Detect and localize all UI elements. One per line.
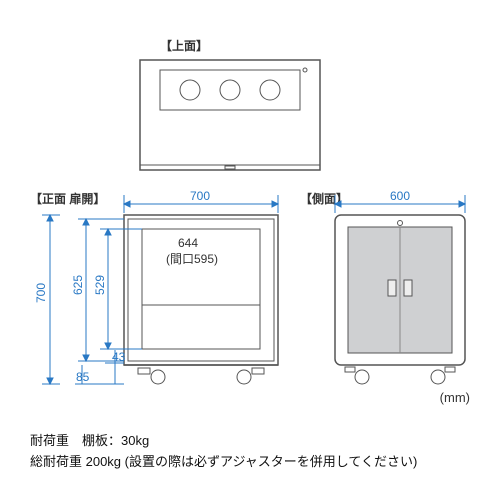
dim-front-height: 700 [34,283,48,303]
top-view-label: 【上面】 [160,38,208,53]
dim-front-width: 700 [190,189,210,203]
dim-inner-open: (間口595) [166,252,218,266]
dim-side-width: 600 [390,189,410,203]
load-line-1: 耐荷重 棚板：30kg [30,430,417,449]
dim-front-h1: 625 [71,275,85,295]
front-view-diagram: 【正面 扉開】 700 700 625 52 [30,185,290,405]
side-view-diagram: 【側面】 600 [300,185,490,405]
dim-base1: 43 [112,350,126,364]
dim-front-h2: 529 [93,275,107,295]
dim-inner-w: 644 [178,236,198,250]
unit-label: (mm) [440,390,470,405]
load-notes: 耐荷重 棚板：30kg 総耐荷重 200kg (設置の際は必ずアジャスターを併用… [30,428,417,470]
load-line-2: 総耐荷重 200kg (設置の際は必ずアジャスターを併用してください) [30,451,417,470]
top-view-diagram: 【上面】 [0,30,500,190]
front-view-label: 【正面 扉開】 [30,191,105,206]
dim-base2: 85 [76,370,90,384]
